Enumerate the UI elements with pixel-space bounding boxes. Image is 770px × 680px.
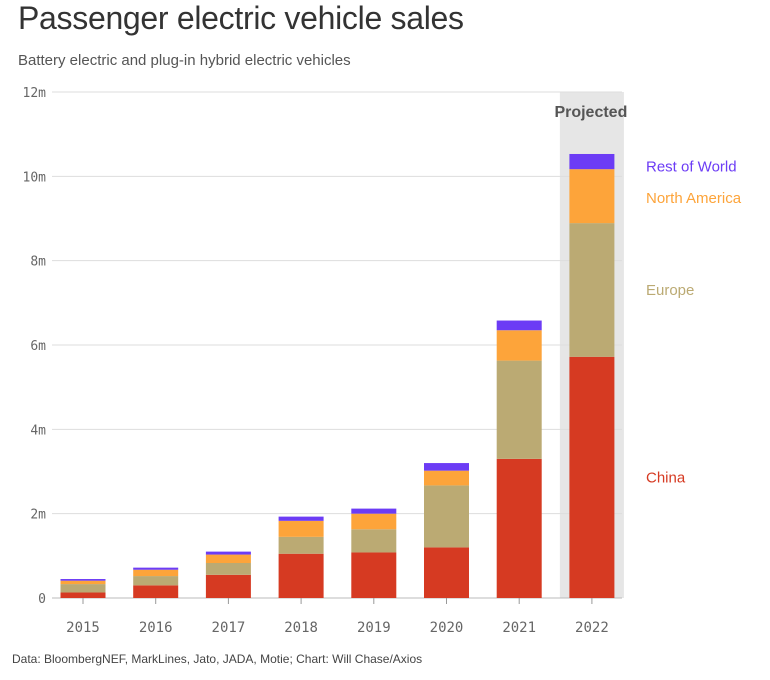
bar-segment-china-2021	[496, 458, 542, 598]
bar-segment-europe-2017	[205, 563, 251, 575]
bar-segment-china-2020	[424, 547, 469, 598]
chart-subtitle: Battery electric and plug-in hybrid elec…	[18, 52, 351, 69]
x-tick-label: 2018	[284, 620, 318, 636]
stacked-bar-chart: Projected 0 2m 4m 6m 8m 10m 12m 2015 2016 2017 20…	[23, 86, 742, 636]
bar-segment-europe-2016	[133, 576, 179, 586]
legend-label-north-america: North America	[646, 190, 742, 207]
bar-segment-north-america-2019	[351, 513, 397, 530]
x-tick-label: 2020	[430, 620, 464, 636]
bar-segment-china-2016	[133, 585, 179, 598]
bar-segment-north-america-2017	[205, 554, 251, 564]
bar-segment-europe-2021	[496, 360, 542, 459]
bar-segment-north-america-2021	[496, 330, 542, 361]
y-tick-label: 6m	[30, 339, 46, 354]
bar-segment-north-america-2022	[569, 169, 615, 224]
x-tick-label: 2017	[212, 620, 246, 636]
legend-label-rest-of-world: Rest of World	[646, 159, 737, 176]
source-note: Data: BloombergNEF, MarkLines, Jato, JAD…	[12, 652, 423, 666]
bar-segment-north-america-2015	[60, 580, 106, 585]
bar-segment-rest-of-world-2017	[205, 551, 251, 555]
bar-segment-europe-2022	[569, 223, 615, 357]
y-tick-label: 12m	[23, 86, 47, 101]
bar-segment-europe-2018	[278, 536, 324, 554]
x-tick-label: 2015	[66, 620, 100, 636]
chart-title: Passenger electric vehicle sales	[18, 0, 464, 36]
bar-segment-europe-2020	[424, 485, 469, 548]
y-tick-label: 0	[38, 592, 46, 607]
bar-segment-north-america-2016	[133, 569, 179, 577]
bar-segment-rest-of-world-2018	[278, 516, 324, 521]
bar-segment-china-2017	[205, 574, 251, 598]
bar-segment-north-america-2018	[278, 520, 324, 537]
x-tick-label: 2022	[575, 620, 609, 636]
bar-segment-rest-of-world-2015	[60, 579, 106, 581]
x-tick-label: 2016	[139, 620, 173, 636]
y-tick-label: 8m	[30, 255, 46, 270]
bar-segment-rest-of-world-2016	[133, 567, 179, 570]
bar-segment-north-america-2020	[424, 470, 469, 486]
legend-label-china: China	[646, 469, 686, 486]
projected-label: Projected	[554, 104, 627, 121]
bar-segment-china-2018	[278, 553, 324, 598]
bar-segment-china-2019	[351, 552, 397, 598]
legend-label-europe: Europe	[646, 282, 694, 299]
bar-segment-rest-of-world-2021	[496, 320, 542, 331]
bar-segment-china-2015	[60, 592, 106, 598]
y-tick-label: 2m	[30, 508, 46, 523]
bar-segment-europe-2015	[60, 584, 106, 593]
y-tick-label: 4m	[30, 423, 46, 438]
bar-segment-rest-of-world-2020	[424, 463, 469, 471]
y-tick-label: 10m	[23, 170, 47, 185]
bar-segment-rest-of-world-2022	[569, 153, 615, 170]
bar-segment-china-2022	[569, 356, 615, 598]
bar-segment-europe-2019	[351, 529, 397, 553]
x-tick-label: 2019	[357, 620, 391, 636]
bar-segment-rest-of-world-2019	[351, 508, 397, 514]
x-tick-label: 2021	[502, 620, 536, 636]
